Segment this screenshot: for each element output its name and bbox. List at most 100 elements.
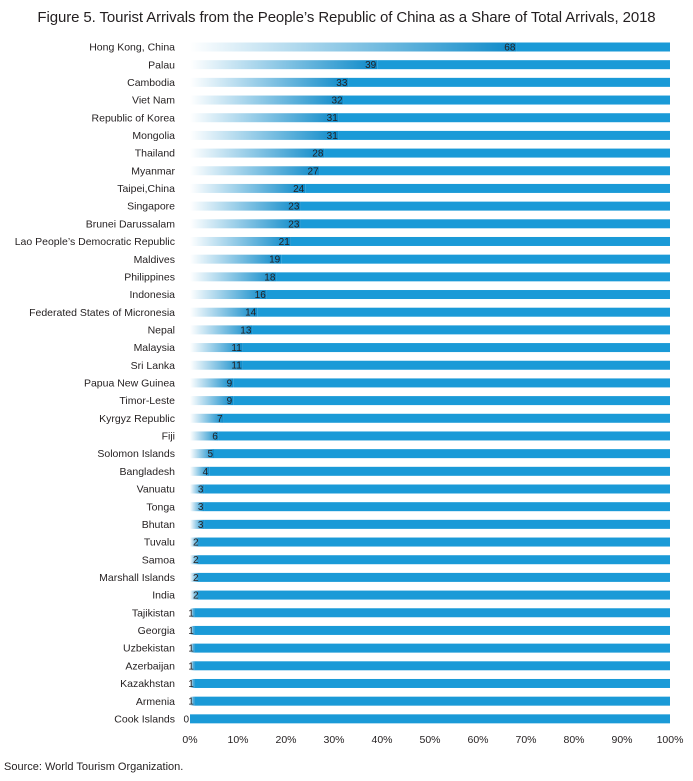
bar-share-other [281, 254, 670, 264]
value-label: 3 [198, 502, 204, 513]
bar-share-china [190, 219, 301, 229]
bar-share-china [190, 555, 200, 565]
bar-share-other [199, 537, 670, 547]
value-label: 14 [245, 308, 257, 319]
bar-share-china [190, 272, 277, 282]
bar-share-other [338, 130, 670, 140]
bar-share-other [266, 290, 670, 300]
category-label: India [152, 590, 175, 602]
bar-share-other [377, 60, 670, 70]
x-tick-label: 80% [563, 734, 584, 746]
value-label: 23 [288, 219, 300, 230]
bar-share-china [190, 307, 258, 317]
bar-share-china [190, 449, 214, 459]
bar-share-china [190, 643, 195, 653]
category-label: Lao People’s Democratic Republic [15, 236, 175, 248]
bar-share-china [190, 696, 195, 706]
category-label: Republic of Korea [92, 112, 176, 124]
category-label: Sri Lanka [131, 360, 176, 372]
bar-share-other [300, 201, 670, 211]
value-label: 1 [188, 661, 194, 672]
bar-share-china [190, 590, 200, 600]
bar-share-other [194, 608, 671, 618]
category-label: Thailand [135, 148, 175, 160]
value-label: 39 [365, 60, 377, 71]
value-label: 2 [193, 573, 199, 584]
value-label: 9 [227, 378, 233, 389]
bar-share-china [190, 360, 243, 370]
value-label: 4 [203, 467, 209, 478]
bar-share-other [223, 413, 670, 423]
chart-title: Figure 5. Tourist Arrivals from the Peop… [37, 9, 656, 26]
category-label: Papua New Guinea [84, 378, 175, 390]
bar-share-other [338, 113, 670, 123]
bar-share-china [190, 236, 291, 246]
bar-share-other [190, 714, 670, 724]
bar-share-other [233, 396, 670, 406]
category-label: Tuvalu [144, 537, 175, 549]
category-label: Samoa [142, 554, 175, 566]
category-label: Vanuatu [137, 484, 175, 496]
bar-share-other [276, 272, 670, 282]
bar-share-china [190, 254, 282, 264]
value-label: 33 [336, 78, 348, 89]
value-label: 11 [231, 343, 242, 354]
bar-share-china [190, 148, 325, 158]
category-label: Cambodia [127, 77, 175, 89]
category-label: Tonga [146, 501, 175, 513]
bar-share-china [190, 130, 339, 140]
value-label: 13 [240, 325, 252, 336]
bar-share-other [194, 625, 671, 635]
category-label: Myanmar [131, 165, 175, 177]
value-label: 24 [293, 184, 305, 195]
bar-share-china [190, 95, 344, 105]
bar-share-china [190, 201, 301, 211]
category-label: Federated States of Micronesia [29, 307, 175, 319]
bar-share-china [190, 183, 306, 193]
category-label: Viet Nam [132, 95, 175, 107]
bar-share-china [190, 290, 267, 300]
category-label: Malaysia [134, 342, 176, 354]
bar-share-china [190, 325, 253, 335]
category-label: Timor-Leste [119, 395, 175, 407]
category-label: Hong Kong, China [89, 42, 175, 54]
value-label: 5 [207, 449, 213, 460]
value-label: 16 [255, 290, 267, 301]
bar-share-other [194, 643, 671, 653]
value-label: 0 [183, 714, 189, 725]
bar-share-other [194, 696, 671, 706]
category-label: Palau [148, 59, 175, 71]
bar-share-other [252, 325, 670, 335]
x-tick-label: 40% [371, 734, 392, 746]
bar-share-china [190, 537, 200, 547]
category-label: Azerbaijan [125, 660, 175, 672]
value-label: 3 [198, 485, 204, 496]
value-label: 11 [231, 361, 242, 372]
value-label: 31 [327, 131, 339, 142]
bar-share-other [343, 95, 670, 105]
category-label: Kazakhstan [120, 678, 175, 690]
bar-share-other [233, 378, 670, 388]
value-label: 68 [504, 43, 516, 54]
bar-share-other [305, 183, 670, 193]
bar-share-china [190, 60, 378, 70]
category-label: Taipei,China [117, 183, 175, 195]
category-label: Marshall Islands [99, 572, 175, 584]
bar-share-china [190, 113, 339, 123]
x-tick-label: 20% [275, 734, 296, 746]
bar-share-other [204, 502, 670, 512]
bar-share-china [190, 661, 195, 671]
x-tick-label: 0% [182, 734, 197, 746]
category-label: Brunei Darussalam [86, 218, 176, 230]
source-note: Source: World Tourism Organization. [4, 761, 184, 773]
bar-share-china [190, 502, 205, 512]
bar-share-other [516, 42, 670, 52]
value-label: 9 [227, 396, 233, 407]
category-label: Tajikistan [132, 607, 175, 619]
bar-share-china [190, 572, 200, 582]
bar-share-other [257, 307, 670, 317]
x-tick-label: 60% [467, 734, 488, 746]
bar-share-other [214, 449, 670, 459]
category-label: Kyrgyz Republic [99, 413, 175, 425]
